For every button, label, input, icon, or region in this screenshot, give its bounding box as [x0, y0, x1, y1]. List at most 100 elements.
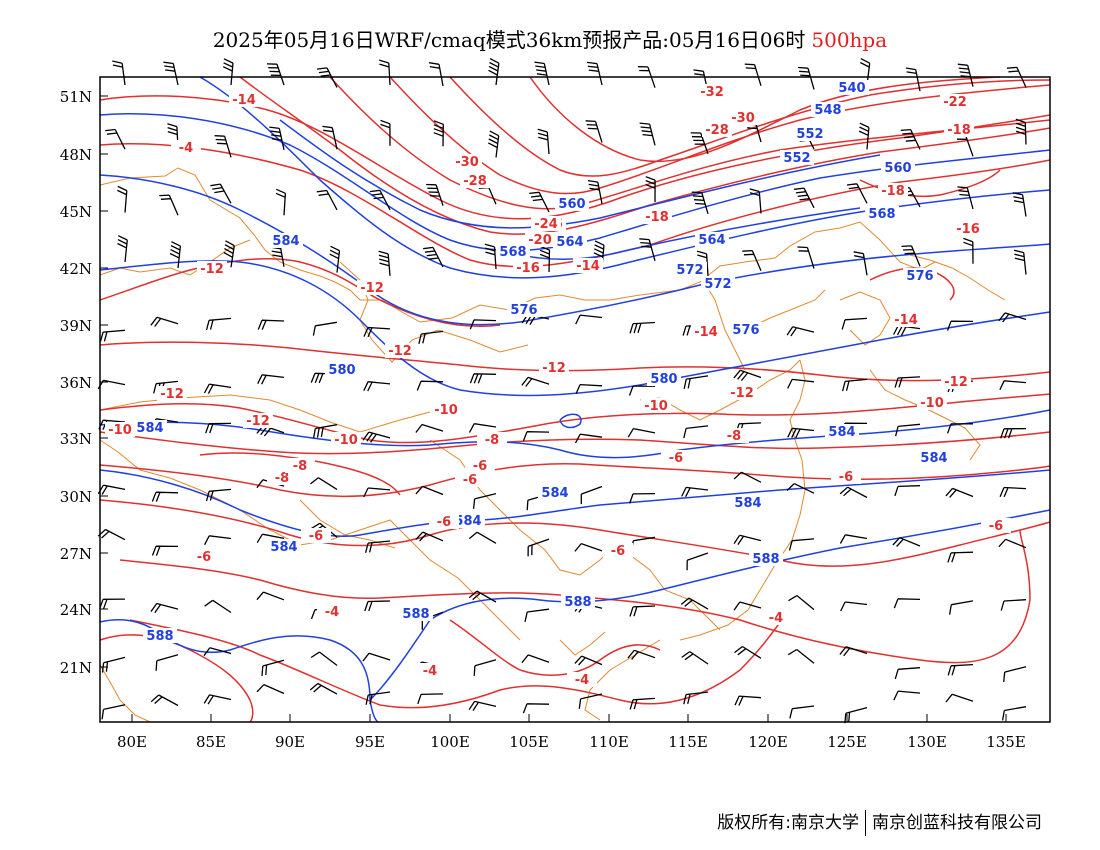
height-label-bg [133, 420, 167, 435]
wind-barb [203, 694, 232, 705]
height-label: 584 [136, 421, 163, 436]
wind-barb [998, 538, 1027, 549]
wind-barb [999, 486, 1027, 498]
wind-barb [163, 61, 179, 86]
height-label: 576 [906, 269, 933, 284]
temp-label-bg [513, 260, 543, 275]
temp-label: -6 [473, 459, 487, 474]
temp-label: -4 [423, 664, 437, 679]
wind-barb [683, 691, 709, 705]
wind-barb [839, 646, 868, 657]
wind-barb [365, 691, 391, 705]
wind-barb [379, 59, 391, 86]
height-label-bg [555, 196, 589, 211]
wind-barb [894, 423, 921, 437]
height-label-bg [780, 150, 814, 165]
height-label-bg [729, 322, 763, 337]
temp-label-bg [385, 343, 415, 358]
height-label: 552 [796, 127, 823, 142]
temp-label-bg [603, 543, 633, 558]
wind-barb [150, 694, 179, 707]
wind-barb [580, 485, 603, 505]
wind-barb [957, 63, 974, 87]
temp-label: -6 [463, 473, 477, 488]
temp-label-bg [455, 472, 485, 487]
wind-barb [630, 536, 656, 551]
temp-label: -16 [956, 222, 980, 237]
temperature-contour [99, 341, 1051, 382]
temp-label-bg [691, 324, 721, 339]
temp-label-bg [878, 183, 908, 198]
wind-barb [789, 705, 815, 719]
height-label-bg [903, 268, 937, 283]
wind-barb [629, 321, 656, 334]
wind-barb [1000, 599, 1027, 611]
temp-label: -6 [197, 550, 211, 565]
height-contour [559, 413, 582, 429]
temp-label: -8 [485, 433, 499, 448]
wind-barb [428, 62, 444, 87]
temp-label-bg [465, 458, 495, 473]
wind-barb [380, 119, 391, 146]
wind-barb [275, 188, 287, 216]
title-main: 2025年05月16日WRF/cmaq模式36km预报产品:05月16日06时 [212, 28, 806, 52]
height-label-bg [811, 102, 845, 117]
temp-label-bg [431, 402, 461, 417]
wind-barb [947, 551, 974, 563]
lon-label: 135E [986, 733, 1026, 751]
wind-barb [159, 194, 179, 216]
wind-barb [415, 531, 444, 542]
wind-barb [575, 383, 603, 395]
wind-barb [169, 241, 182, 269]
temp-label-bg [477, 432, 507, 447]
temp-label: -6 [611, 544, 625, 559]
wind-barb [310, 477, 338, 490]
wind-barb [257, 374, 285, 385]
temp-label-bg [229, 92, 259, 107]
wind-barb [787, 378, 815, 389]
height-label: 588 [146, 629, 173, 644]
copyright-footer: 版权所有:南京大学 南京创蓝科技有限公司 [717, 808, 1042, 836]
wind-barb [316, 189, 338, 211]
lon-label: 100E [430, 733, 470, 751]
temp-label-bg [642, 209, 672, 224]
wind-barb [947, 663, 974, 676]
wind-barb [841, 317, 868, 330]
temp-label: -12 [246, 414, 270, 429]
lat-label: 24N [60, 601, 92, 619]
wind-barb [593, 240, 605, 268]
height-label: 552 [783, 151, 810, 166]
wind-barb [468, 700, 497, 711]
temp-label: -6 [309, 529, 323, 544]
temp-label: -12 [360, 281, 384, 296]
height-label-bg [267, 539, 301, 554]
wind-barb [587, 179, 603, 204]
temp-label-bg [429, 514, 459, 529]
wind-barb [205, 422, 232, 434]
temp-label: -14 [576, 259, 600, 274]
wind-barb [680, 597, 709, 610]
temp-label-bg [415, 663, 445, 678]
wind-barb [787, 427, 815, 439]
wind-barb [742, 249, 762, 272]
height-contour [499, 207, 861, 260]
lon-label: 115E [668, 733, 708, 751]
wind-barb [223, 240, 235, 268]
height-label-bg [553, 234, 587, 249]
wind-barb [362, 431, 391, 443]
wind-barb [150, 602, 179, 614]
wind-barb [627, 649, 656, 660]
temp-label: -28 [463, 174, 487, 189]
wind-barb [797, 246, 815, 269]
wind-barb [310, 651, 338, 666]
lat-label: 48N [60, 146, 92, 164]
temperature-contour [99, 431, 1051, 455]
lat-label: 51N [60, 88, 92, 106]
wind-barb [575, 314, 603, 325]
height-label-bg [325, 362, 359, 377]
coastline [429, 439, 721, 631]
height-label: 584 [920, 451, 947, 466]
wind-barb [846, 183, 868, 204]
height-label: 564 [698, 233, 725, 248]
